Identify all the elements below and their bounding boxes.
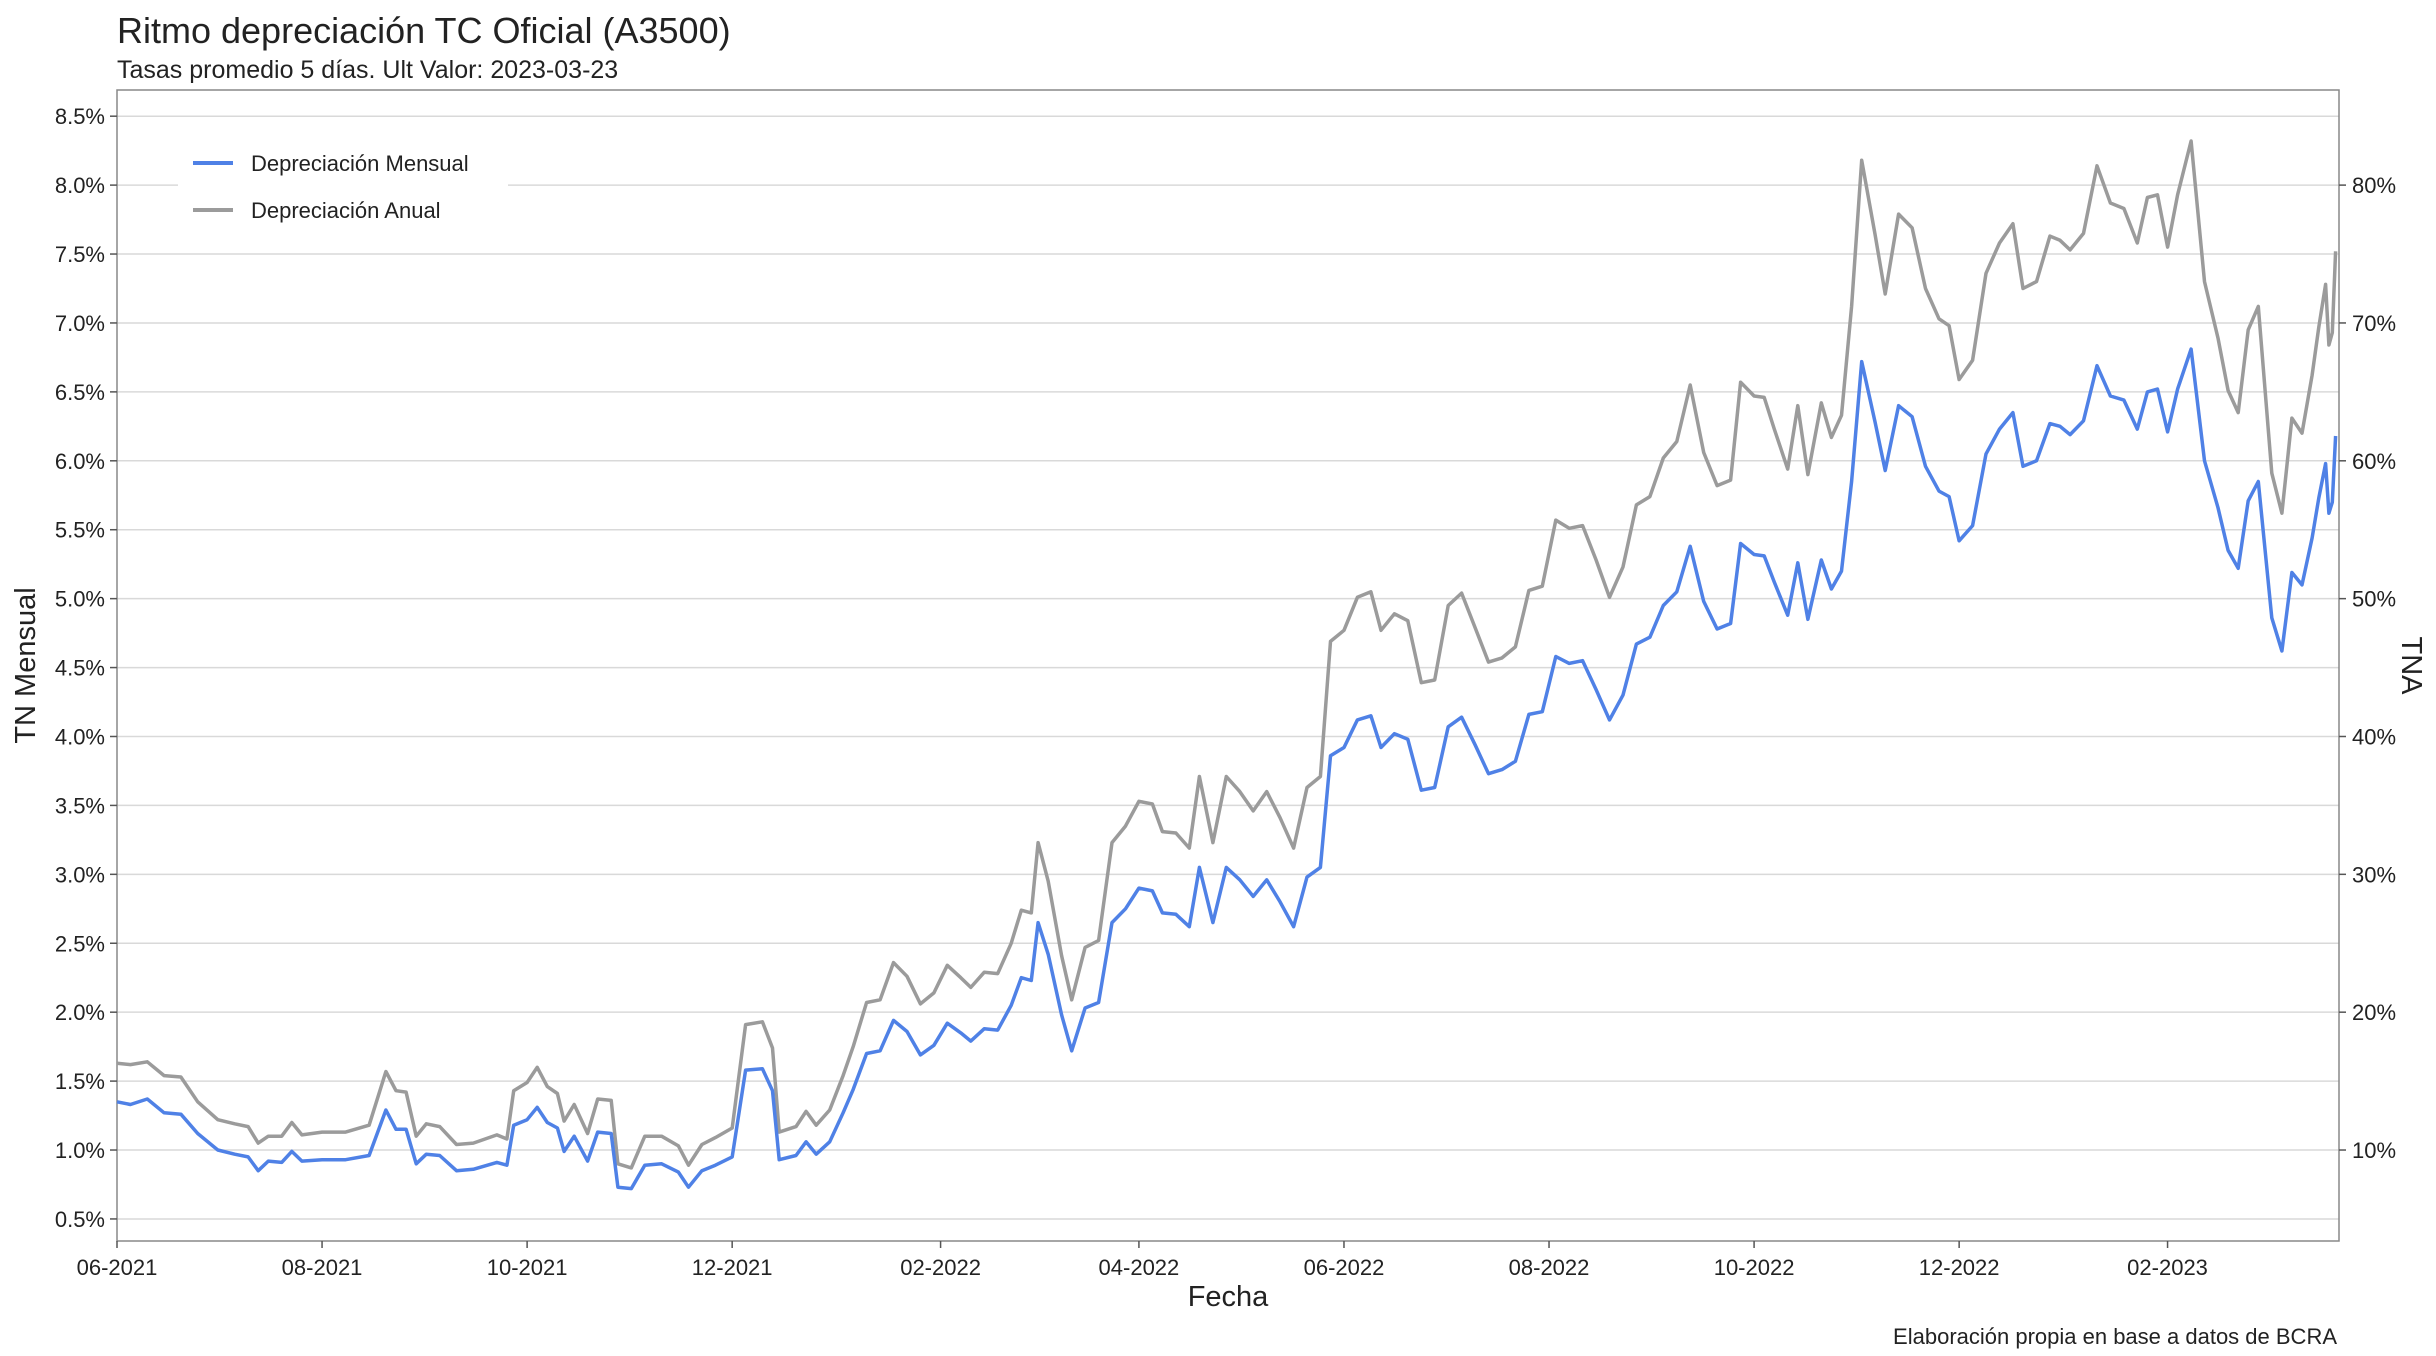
x-tick-label: 12-2021: [692, 1255, 773, 1280]
legend-label: Depreciación Anual: [251, 198, 441, 223]
legend: Depreciación Mensual Depreciación Anual: [178, 140, 508, 238]
y-tick-label: 5.5%: [55, 518, 105, 543]
y-tick-label: 4.0%: [55, 724, 105, 749]
y-axis-right-title: TNA: [2395, 637, 2427, 696]
y2-tick-label: 20%: [2352, 1000, 2396, 1025]
x-axis-ticks: 06-2021 08-2021 10-2021 12-2021 02-2022 04-20…: [77, 1241, 2208, 1280]
legend-label: Depreciación Mensual: [251, 151, 469, 176]
series-line-anual: [116, 139, 2338, 1170]
y-tick-label: 6.0%: [55, 449, 105, 474]
y2-tick-label: 70%: [2352, 311, 2396, 336]
y2-tick-label: 30%: [2352, 862, 2396, 887]
y-tick-label: 3.5%: [55, 793, 105, 818]
y-tick-label: 7.0%: [55, 311, 105, 336]
y-tick-label: 4.5%: [55, 656, 105, 681]
y-tick-label: 6.5%: [55, 380, 105, 405]
grid-lines: [117, 115, 2339, 1220]
y-tick-label: 2.0%: [55, 1000, 105, 1025]
x-tick-label: 10-2021: [487, 1255, 568, 1280]
x-tick-label: 02-2022: [900, 1255, 981, 1280]
legend-box: [178, 140, 508, 238]
x-tick-label: 10-2022: [1714, 1255, 1795, 1280]
x-axis-title: Fecha: [1188, 1281, 1269, 1313]
chart-caption: Elaboración propia en base a datos de BC…: [1893, 1324, 2337, 1349]
chart-subtitle: Tasas promedio 5 días. Ult Valor: 2023-0…: [117, 56, 619, 84]
y-tick-label: 8.0%: [55, 173, 105, 198]
series-line-mensual: [116, 347, 2338, 1191]
y-tick-label: 2.5%: [55, 931, 105, 956]
x-tick-label: 08-2022: [1509, 1255, 1590, 1280]
y-tick-label: 7.5%: [55, 242, 105, 267]
y2-tick-label: 50%: [2352, 587, 2396, 612]
x-tick-label: 12-2022: [1919, 1255, 2000, 1280]
x-tick-label: 06-2022: [1304, 1255, 1385, 1280]
y-tick-label: 8.5%: [55, 104, 105, 129]
y-tick-label: 1.5%: [55, 1069, 105, 1094]
y2-tick-label: 60%: [2352, 449, 2396, 474]
y-axis-left-ticks: 0.5% 1.0% 1.5% 2.0% 2.5% 3.0% 3.5% 4.0% 4.5% 5.0%…: [55, 104, 117, 1232]
y2-tick-label: 80%: [2352, 173, 2396, 198]
chart-title: Ritmo depreciación TC Oficial (A3500): [117, 10, 731, 51]
series-lines: [116, 139, 2338, 1191]
y-tick-label: 5.0%: [55, 587, 105, 612]
y2-tick-label: 40%: [2352, 724, 2396, 749]
y2-tick-label: 10%: [2352, 1138, 2396, 1163]
y-axis-left-title: TN Mensual: [10, 587, 42, 743]
y-tick-label: 1.0%: [55, 1138, 105, 1163]
y-tick-label: 3.0%: [55, 862, 105, 887]
x-tick-label: 04-2022: [1099, 1255, 1180, 1280]
x-tick-label: 02-2023: [2127, 1255, 2208, 1280]
y-axis-right-ticks: 10% 20% 30% 40% 50% 60% 70% 80%: [2339, 173, 2396, 1163]
plot-frame: [116, 89, 2340, 1242]
x-tick-label: 06-2021: [77, 1255, 158, 1280]
y-tick-label: 0.5%: [55, 1207, 105, 1232]
x-tick-label: 08-2021: [282, 1255, 363, 1280]
